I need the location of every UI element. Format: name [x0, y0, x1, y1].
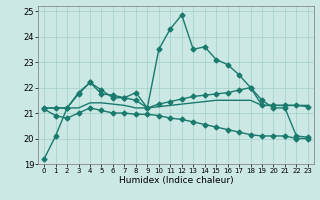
- X-axis label: Humidex (Indice chaleur): Humidex (Indice chaleur): [119, 176, 233, 185]
